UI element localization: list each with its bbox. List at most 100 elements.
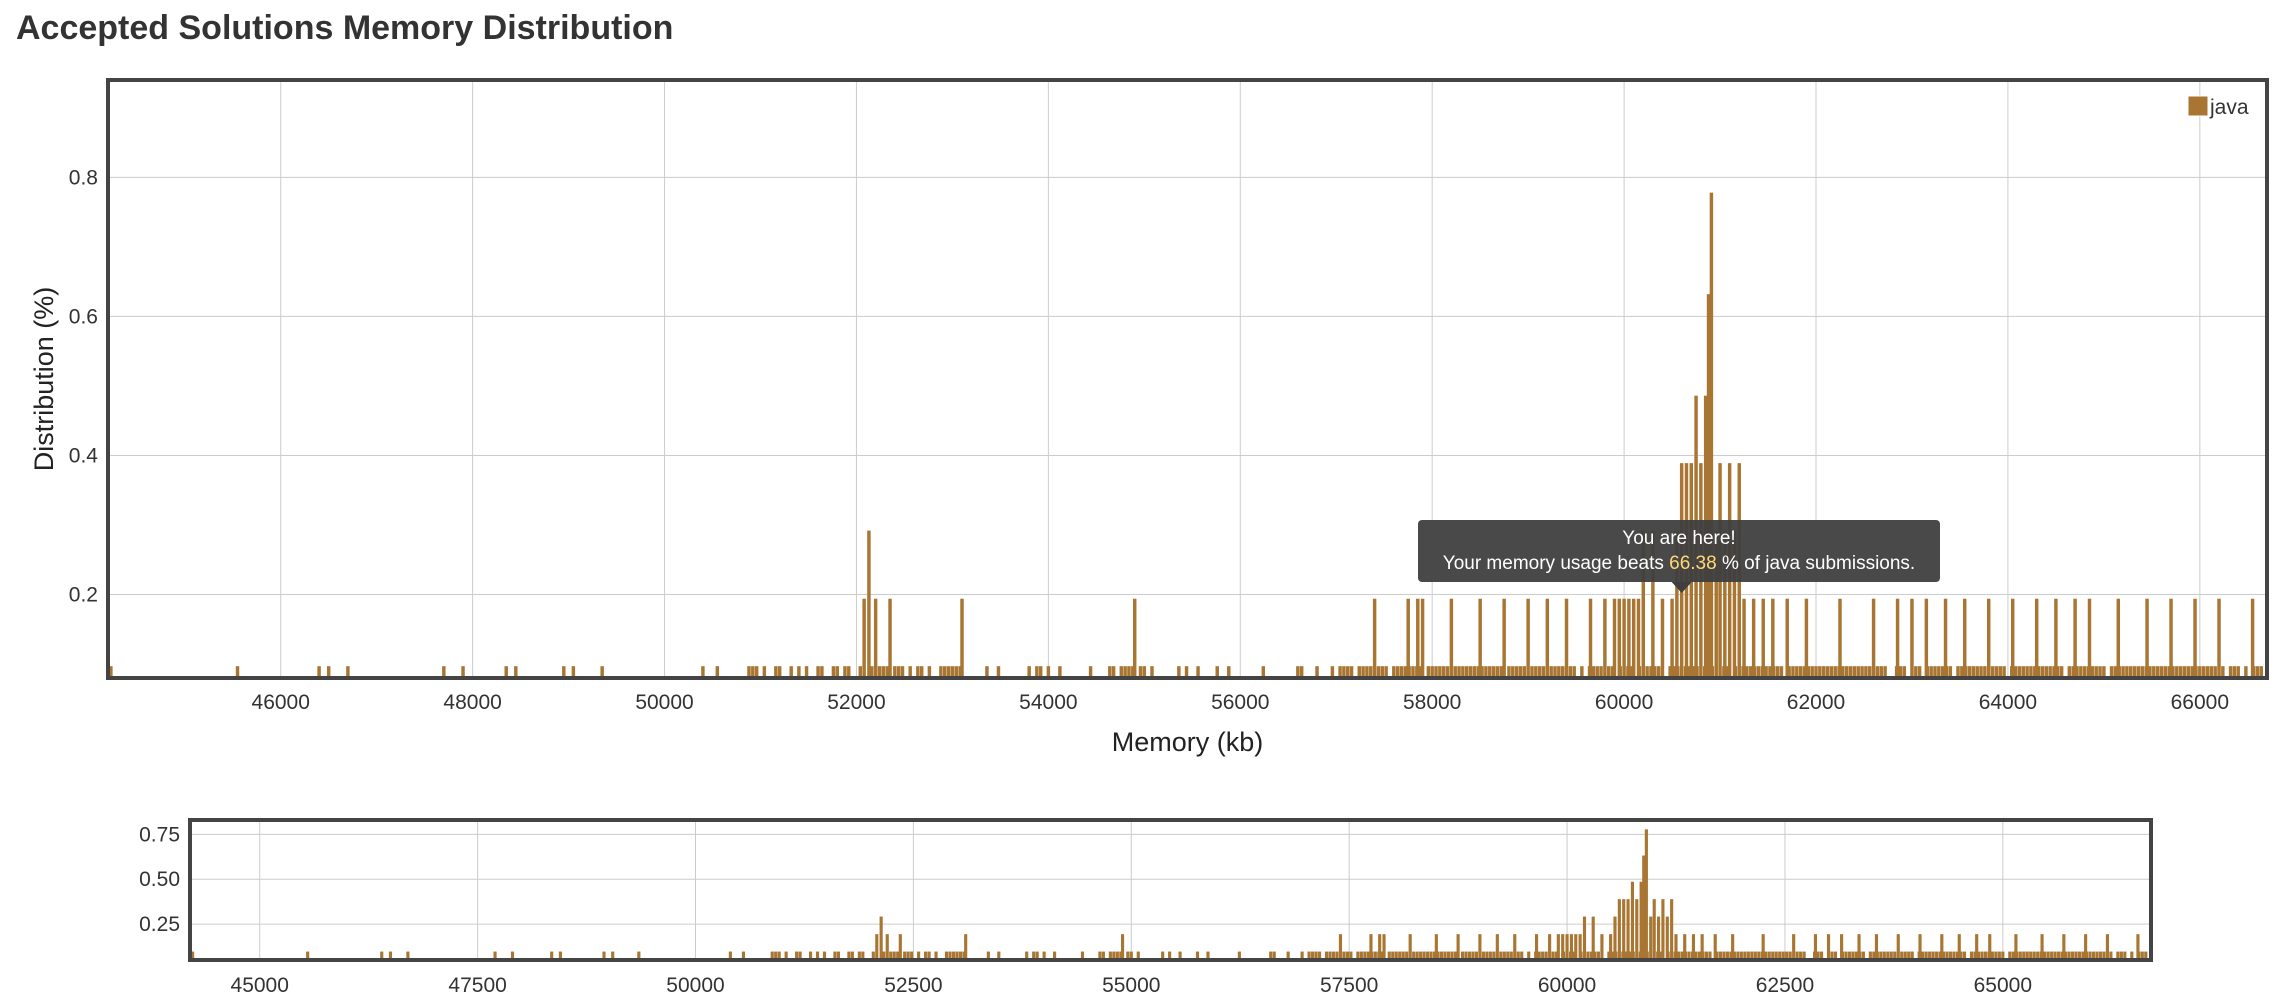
- bar[interactable]: [1641, 530, 1646, 678]
- bar[interactable]: [1798, 666, 1803, 678]
- bar[interactable]: [1806, 666, 1811, 678]
- bar[interactable]: [2205, 666, 2210, 678]
- bar[interactable]: [1860, 666, 1864, 678]
- bar[interactable]: [2255, 666, 2260, 678]
- bar[interactable]: [1123, 666, 1127, 678]
- bar[interactable]: [2048, 666, 2052, 678]
- bar[interactable]: [1610, 666, 1615, 678]
- bar[interactable]: [777, 666, 782, 678]
- bar[interactable]: [2082, 666, 2087, 678]
- bar[interactable]: [862, 598, 866, 678]
- bar[interactable]: [1956, 666, 1960, 678]
- bar[interactable]: [2059, 666, 2064, 678]
- bar[interactable]: [1814, 666, 1818, 678]
- bar[interactable]: [1603, 598, 1607, 678]
- bar[interactable]: [1438, 666, 1442, 678]
- bar[interactable]: [1656, 666, 1661, 678]
- bar[interactable]: [804, 666, 809, 678]
- bar[interactable]: [1660, 598, 1665, 678]
- bar[interactable]: [1035, 666, 1039, 678]
- bar[interactable]: [1372, 598, 1377, 678]
- bar[interactable]: [1779, 666, 1784, 678]
- bar[interactable]: [2171, 666, 2175, 678]
- bar[interactable]: [774, 666, 778, 678]
- bar[interactable]: [2017, 666, 2022, 678]
- bar[interactable]: [1453, 666, 1457, 678]
- bar[interactable]: [2033, 666, 2037, 678]
- bar[interactable]: [1742, 598, 1746, 678]
- bar[interactable]: [326, 666, 331, 678]
- bar[interactable]: [1627, 598, 1631, 678]
- bar[interactable]: [1580, 666, 1584, 678]
- bar[interactable]: [1618, 666, 1622, 678]
- bar[interactable]: [1342, 666, 1346, 678]
- bar[interactable]: [1637, 666, 1642, 678]
- bar[interactable]: [1488, 666, 1492, 678]
- bar[interactable]: [1495, 666, 1500, 678]
- bar[interactable]: [919, 666, 924, 678]
- bar[interactable]: [1791, 666, 1795, 678]
- bar[interactable]: [1883, 666, 1887, 678]
- bar[interactable]: [943, 666, 947, 678]
- bar[interactable]: [1514, 666, 1519, 678]
- bar[interactable]: [1967, 666, 1972, 678]
- bar[interactable]: [1756, 666, 1761, 678]
- bar[interactable]: [2090, 666, 2095, 678]
- bar[interactable]: [916, 666, 920, 678]
- bar[interactable]: [1998, 666, 2002, 678]
- bar[interactable]: [1745, 666, 1749, 678]
- bar[interactable]: [873, 598, 878, 678]
- bar[interactable]: [1636, 598, 1641, 678]
- bar[interactable]: [1902, 666, 1907, 678]
- bar[interactable]: [2079, 666, 2083, 678]
- bar[interactable]: [1607, 666, 1611, 678]
- bar[interactable]: [2190, 666, 2194, 678]
- bar[interactable]: [762, 666, 767, 678]
- bar[interactable]: [1818, 666, 1822, 678]
- bar[interactable]: [2125, 666, 2129, 678]
- bar[interactable]: [2034, 598, 2039, 678]
- bar[interactable]: [1706, 294, 1711, 678]
- bar[interactable]: [2010, 598, 2015, 678]
- bar[interactable]: [2116, 598, 2120, 678]
- bar[interactable]: [2036, 666, 2041, 678]
- bar[interactable]: [2259, 666, 2263, 678]
- bar[interactable]: [885, 666, 889, 678]
- bar[interactable]: [1829, 666, 1834, 678]
- bar[interactable]: [1426, 666, 1431, 678]
- bar[interactable]: [1196, 666, 1200, 678]
- bar[interactable]: [1395, 666, 1400, 678]
- bar[interactable]: [1925, 666, 1930, 678]
- bar[interactable]: [1111, 666, 1116, 678]
- bar[interactable]: [2251, 666, 2256, 678]
- bar[interactable]: [1910, 598, 1914, 678]
- bar[interactable]: [562, 666, 566, 678]
- bar[interactable]: [2169, 598, 2173, 678]
- bar[interactable]: [1937, 666, 1941, 678]
- bar[interactable]: [600, 666, 604, 678]
- bar[interactable]: [1526, 598, 1530, 678]
- bar[interactable]: [1933, 666, 1937, 678]
- bar[interactable]: [1380, 666, 1385, 678]
- bar[interactable]: [1821, 666, 1826, 678]
- bar[interactable]: [2159, 666, 2164, 678]
- bar[interactable]: [1537, 666, 1542, 678]
- bar[interactable]: [1058, 666, 1062, 678]
- bar[interactable]: [1645, 666, 1649, 678]
- bar[interactable]: [1764, 666, 1768, 678]
- bar[interactable]: [1622, 598, 1626, 678]
- bar[interactable]: [835, 666, 839, 678]
- bar[interactable]: [1557, 666, 1561, 678]
- bar[interactable]: [1411, 666, 1415, 678]
- bar[interactable]: [1617, 598, 1622, 678]
- bar[interactable]: [2102, 666, 2106, 678]
- bar[interactable]: [1184, 666, 1189, 678]
- bar[interactable]: [960, 598, 964, 678]
- bar[interactable]: [2163, 666, 2168, 678]
- bar[interactable]: [1804, 598, 1809, 678]
- bar[interactable]: [927, 666, 932, 678]
- bar[interactable]: [1963, 666, 1968, 678]
- bar[interactable]: [877, 666, 882, 678]
- bar[interactable]: [1875, 666, 1880, 678]
- bar[interactable]: [1416, 598, 1420, 678]
